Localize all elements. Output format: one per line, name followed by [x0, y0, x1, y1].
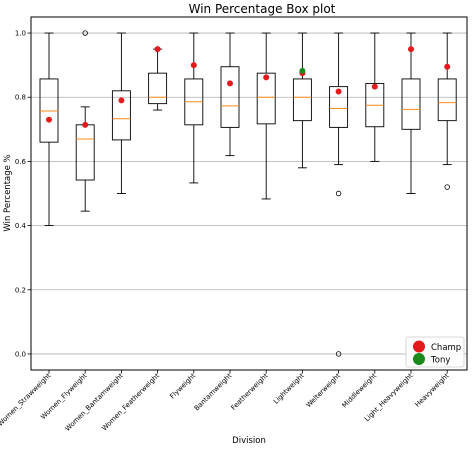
y-tick-label-4: 0.8 — [15, 94, 26, 102]
x-tick-label-11: Heavyweight — [414, 372, 451, 409]
box-6 — [256, 72, 276, 125]
point-champ-6 — [263, 74, 270, 81]
outlier-8-0 — [335, 190, 342, 197]
x-tick-label-9: Middleweight — [340, 372, 378, 410]
plot-frame — [30, 16, 468, 371]
box-8 — [329, 86, 349, 128]
x-axis-label: Division — [232, 436, 266, 446]
y-tick-label-0: 0.0 — [15, 350, 26, 358]
legend: Champ Tony — [405, 336, 465, 368]
point-champ-8 — [335, 88, 342, 95]
y-axis-label: Win Percentage % — [3, 154, 13, 231]
point-champ-10 — [408, 46, 414, 53]
x-tick-label-4: Flyweight — [168, 372, 197, 401]
box-1 — [75, 124, 95, 181]
box-3 — [148, 72, 168, 105]
box-layer — [39, 30, 457, 357]
y-tick-layer: 0.0 0.2 0.4 0.6 0.8 1.0 — [15, 30, 31, 358]
point-champ-2 — [118, 97, 125, 104]
point-champ-5 — [227, 80, 233, 87]
point-champ-4 — [190, 62, 197, 69]
legend-label-champ: Champ — [431, 343, 461, 353]
point-champ-3 — [154, 46, 161, 53]
x-tick-label-5: Bantamweight — [193, 372, 234, 413]
x-tick-label-6: Featherweight — [229, 372, 269, 412]
x-tick-label-7: Lightweight — [272, 372, 306, 406]
box-11 — [437, 78, 457, 122]
outlier-8-1 — [335, 351, 342, 357]
point-champ-11 — [444, 63, 451, 70]
y-tick-label-3: 0.6 — [15, 158, 27, 166]
point-champ-0 — [46, 116, 52, 123]
outlier-11-0 — [444, 184, 450, 190]
point-layer — [46, 46, 451, 128]
legend-label-tony: Tony — [430, 356, 450, 366]
y-tick-label-2: 0.4 — [15, 222, 27, 230]
x-tick-label-8: Welterweight — [305, 372, 343, 410]
point-champ-1 — [82, 121, 89, 128]
point-tony-7 — [299, 67, 306, 74]
box-10 — [401, 78, 421, 130]
point-champ-9 — [371, 83, 378, 90]
box-7 — [292, 78, 312, 122]
legend-marker-tony — [413, 353, 425, 365]
legend-marker-champ — [413, 340, 425, 353]
grid-layer — [31, 32, 467, 355]
y-tick-label-1: 0.2 — [15, 286, 26, 294]
y-tick-label-5: 1.0 — [15, 30, 26, 38]
box-2 — [111, 90, 131, 141]
x-tick-layer: Women_StrawweightWomen_FlyweightWomen_Ba… — [0, 370, 451, 433]
chart-title: Win Percentage Box plot — [189, 2, 336, 16]
outlier-1-0 — [82, 30, 88, 36]
box-5 — [220, 66, 240, 128]
